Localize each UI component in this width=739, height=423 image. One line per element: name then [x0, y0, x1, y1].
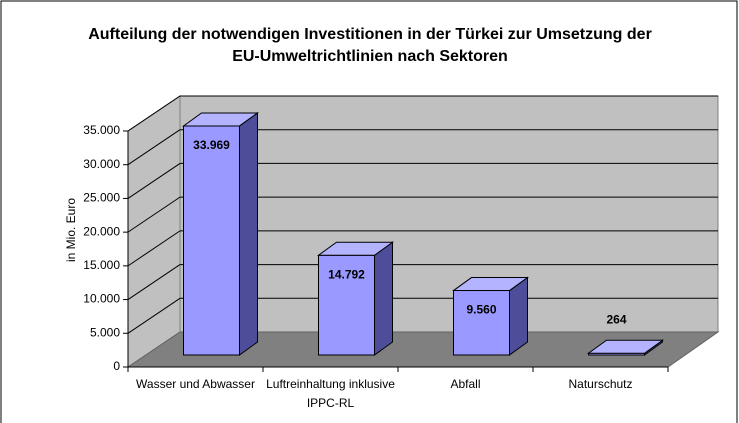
data-label: 9.560 [466, 303, 496, 317]
grid-line [127, 297, 181, 334]
bar [453, 290, 510, 356]
y-tick-label: 15.000 [83, 258, 120, 272]
bar-top [181, 112, 260, 127]
bar-top [316, 241, 395, 256]
back-wall [179, 95, 719, 333]
grid-line [127, 95, 181, 132]
x-tick-label: Abfall [450, 377, 481, 391]
grid-line [127, 196, 181, 233]
y-tick-label: 5.000 [90, 325, 120, 339]
y-tick-label: 20.000 [83, 224, 120, 238]
grid-line [127, 129, 181, 166]
chart-title: Aufteilung der notwendigen Investitionen… [88, 26, 652, 65]
data-label: 33.969 [193, 138, 230, 152]
bar-top [586, 339, 665, 354]
x-tick-label: Naturschutz [568, 377, 633, 391]
grid-line [127, 230, 181, 267]
grid-line [127, 163, 181, 199]
y-tick-label: 30.000 [83, 157, 120, 171]
y-tick-label: 35.000 [83, 123, 120, 137]
bar [318, 254, 375, 356]
y-tick-label: 10.000 [83, 292, 120, 306]
y-axis-label: in Mio. Euro [64, 198, 78, 262]
grid-line [127, 264, 181, 300]
bar-side [374, 241, 393, 356]
data-label: 14.792 [328, 267, 365, 281]
data-label: 264 [606, 312, 626, 326]
bar-top [451, 277, 530, 292]
bar [183, 125, 240, 356]
x-tick-label: Luftreinhaltung inklusive IPPC-RL [266, 377, 395, 410]
x-tick-label: Wasser und Abwasser [136, 377, 255, 391]
y-tick-label: 25.000 [83, 191, 120, 205]
bar-side [239, 111, 258, 356]
side-wall [127, 95, 181, 368]
y-tick-label: 0 [113, 359, 120, 373]
